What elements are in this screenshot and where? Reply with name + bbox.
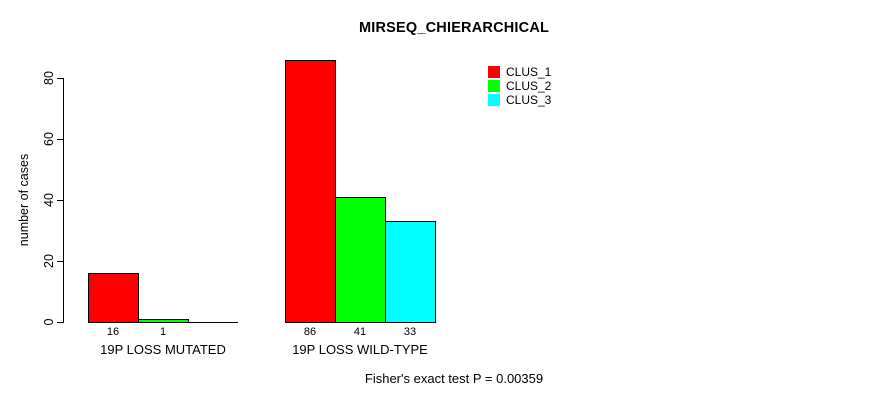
y-tick-mark <box>57 261 63 262</box>
bar-value-label: 16 <box>106 326 120 338</box>
x-category-label: 19P LOSS MUTATED <box>100 342 226 357</box>
legend-label: CLUS_1 <box>506 64 552 79</box>
bar-clus_1-0 <box>88 273 139 323</box>
y-tick-label: 60 <box>42 132 56 146</box>
bar-clus_2-0 <box>138 319 189 323</box>
bar-clus_3-0 <box>188 322 238 323</box>
chart-title: MIRSEQ_CHIERARCHICAL <box>358 20 550 36</box>
bar-value-label: 1 <box>159 326 167 338</box>
x-category-label: 19P LOSS WILD-TYPE <box>292 342 428 357</box>
legend: CLUS_1 CLUS_2 CLUS_3 <box>488 65 551 107</box>
y-tick-mark <box>57 78 63 79</box>
y-tick-label: 80 <box>42 71 56 85</box>
legend-swatch-clus-2-icon <box>488 79 500 92</box>
bar-clus_1-1 <box>285 60 336 323</box>
bar-value-label: 33 <box>403 326 417 338</box>
legend-swatch-clus-1-icon <box>488 65 500 78</box>
y-tick-mark <box>57 322 63 323</box>
y-tick-mark <box>57 200 63 201</box>
bar-clus_2-1 <box>335 197 386 323</box>
y-axis-label: number of cases <box>17 153 31 247</box>
legend-item-clus-2: CLUS_2 <box>488 79 551 92</box>
legend-item-clus-1: CLUS_1 <box>488 65 551 78</box>
y-tick-mark <box>57 139 63 140</box>
legend-swatch-clus-3-icon <box>488 93 500 106</box>
bar-clus_3-1 <box>385 221 436 323</box>
legend-label: CLUS_2 <box>506 78 552 93</box>
bar-value-label: 41 <box>353 326 367 338</box>
y-axis-line <box>63 78 64 323</box>
y-tick-label: 40 <box>42 193 56 207</box>
legend-label: CLUS_3 <box>506 92 552 107</box>
bar-value-label: 86 <box>303 326 317 338</box>
y-tick-label: 20 <box>42 254 56 268</box>
stat-test-note: Fisher's exact test P = 0.00359 <box>364 371 544 386</box>
y-tick-label: 0 <box>42 318 56 326</box>
legend-item-clus-3: CLUS_3 <box>488 93 551 106</box>
